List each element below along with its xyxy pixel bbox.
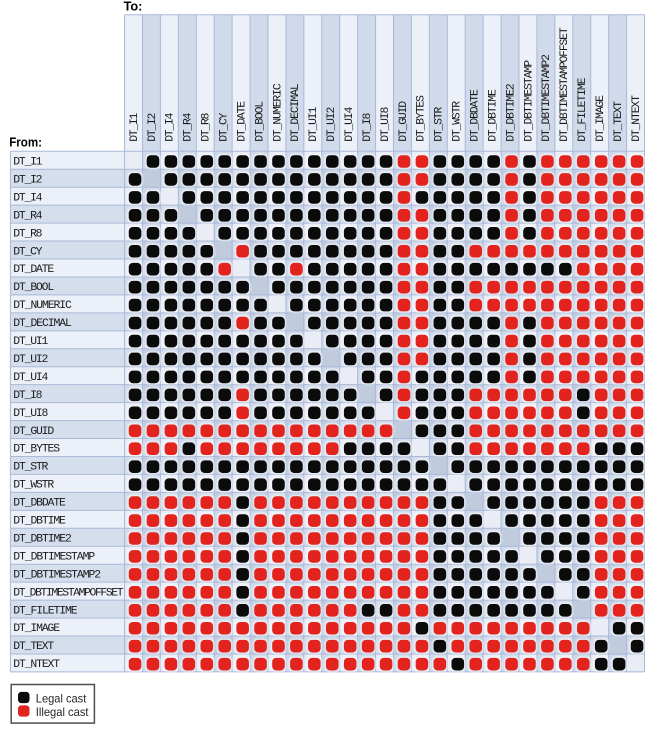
svg-text:DT_UI4: DT_UI4: [13, 372, 48, 384]
svg-text:DT_DBTIME2: DT_DBTIME2: [505, 83, 517, 142]
svg-text:DT_NUMERIC: DT_NUMERIC: [13, 300, 72, 312]
svg-text:DT_DBTIME: DT_DBTIME: [487, 89, 499, 142]
svg-text:DT_FILETIME: DT_FILETIME: [13, 605, 77, 617]
svg-text:DT_I8: DT_I8: [13, 390, 42, 402]
svg-text:DT_BOOL: DT_BOOL: [13, 282, 54, 294]
svg-text:DT_IMAGE: DT_IMAGE: [595, 95, 607, 142]
svg-text:DT_DBTIMESTAMPOFFSET: DT_DBTIMESTAMPOFFSET: [13, 587, 123, 599]
svg-text:DT_STR: DT_STR: [13, 462, 48, 474]
svg-text:DT_TEXT: DT_TEXT: [613, 101, 625, 142]
svg-text:DT_I2: DT_I2: [13, 174, 42, 186]
svg-text:DT_DBDATE: DT_DBDATE: [13, 498, 66, 510]
svg-text:DT_DBTIMESTAMP: DT_DBTIMESTAMP: [523, 60, 535, 142]
svg-text:DT_DATE: DT_DATE: [236, 101, 248, 142]
svg-text:DT_GUID: DT_GUID: [398, 101, 410, 142]
svg-text:DT_UI1: DT_UI1: [13, 336, 48, 348]
svg-text:DT_I4: DT_I4: [13, 192, 42, 204]
svg-text:DT_R8: DT_R8: [13, 228, 42, 240]
svg-text:DT_CY: DT_CY: [219, 112, 231, 141]
svg-text:DT_I8: DT_I8: [362, 112, 374, 141]
svg-text:DT_R8: DT_R8: [201, 112, 213, 141]
svg-text:DT_NTEXT: DT_NTEXT: [13, 659, 60, 671]
svg-text:DT_DECIMAL: DT_DECIMAL: [290, 83, 302, 142]
svg-text:DT_NUMERIC: DT_NUMERIC: [272, 83, 284, 142]
svg-text:DT_UI2: DT_UI2: [326, 107, 338, 142]
svg-text:DT_BYTES: DT_BYTES: [13, 444, 60, 456]
svg-text:DT_UI2: DT_UI2: [13, 354, 48, 366]
svg-text:DT_BOOL: DT_BOOL: [254, 101, 266, 142]
svg-text:From:: From:: [9, 135, 42, 150]
svg-text:DT_DBTIMESTAMPOFFSET: DT_DBTIMESTAMPOFFSET: [559, 27, 571, 142]
svg-text:DT_DECIMAL: DT_DECIMAL: [13, 318, 72, 330]
svg-text:DT_IMAGE: DT_IMAGE: [13, 623, 60, 635]
svg-text:To:: To:: [124, 0, 143, 14]
svg-text:DT_GUID: DT_GUID: [13, 426, 54, 438]
svg-text:DT_DATE: DT_DATE: [13, 264, 54, 276]
svg-text:DT_TEXT: DT_TEXT: [13, 641, 54, 653]
svg-text:DT_R4: DT_R4: [183, 112, 195, 141]
svg-text:DT_UI8: DT_UI8: [13, 408, 48, 420]
svg-text:DT_DBTIMESTAMP: DT_DBTIMESTAMP: [13, 551, 95, 563]
svg-text:DT_DBTIME2: DT_DBTIME2: [13, 533, 72, 545]
svg-text:DT_CY: DT_CY: [13, 246, 42, 258]
svg-text:Illegal cast: Illegal cast: [36, 705, 89, 719]
svg-text:Legal cast: Legal cast: [36, 691, 87, 705]
svg-text:DT_NTEXT: DT_NTEXT: [631, 95, 643, 142]
svg-text:DT_I4: DT_I4: [165, 112, 177, 141]
svg-text:DT_DBTIMESTAMP2: DT_DBTIMESTAMP2: [13, 569, 101, 581]
svg-text:DT_I1: DT_I1: [13, 157, 42, 169]
svg-text:DT_UI8: DT_UI8: [380, 107, 392, 142]
svg-text:DT_I1: DT_I1: [129, 112, 141, 141]
svg-text:DT_I2: DT_I2: [147, 112, 159, 141]
svg-text:DT_DBDATE: DT_DBDATE: [470, 89, 482, 142]
svg-text:DT_R4: DT_R4: [13, 210, 42, 222]
svg-text:DT_FILETIME: DT_FILETIME: [577, 77, 589, 141]
svg-text:DT_WSTR: DT_WSTR: [452, 101, 464, 142]
svg-text:DT_WSTR: DT_WSTR: [13, 480, 54, 492]
svg-text:DT_STR: DT_STR: [434, 107, 446, 142]
svg-text:DT_UI4: DT_UI4: [344, 107, 356, 142]
svg-text:DT_BYTES: DT_BYTES: [416, 95, 428, 142]
svg-text:DT_DBTIMESTAMP2: DT_DBTIMESTAMP2: [541, 54, 553, 142]
svg-text:DT_UI1: DT_UI1: [308, 107, 320, 142]
svg-text:DT_DBTIME: DT_DBTIME: [13, 516, 66, 528]
